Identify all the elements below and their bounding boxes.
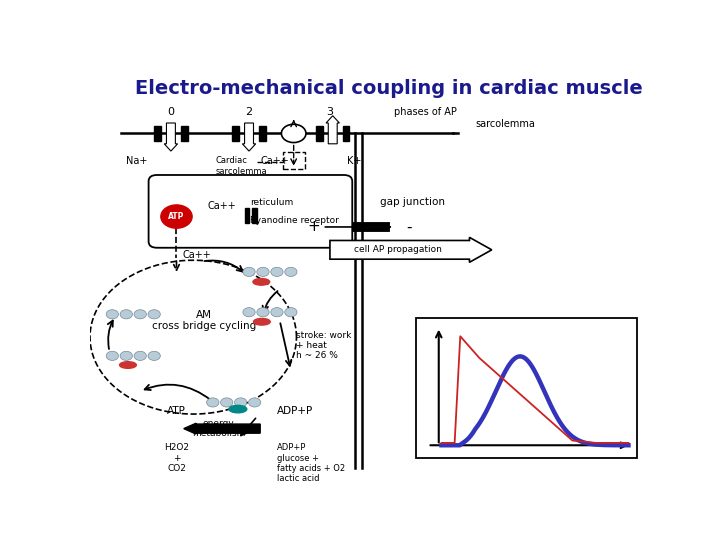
Bar: [245, 207, 249, 224]
Circle shape: [243, 308, 255, 317]
Circle shape: [284, 308, 297, 317]
Circle shape: [148, 310, 161, 319]
Text: Ryanodine receptor: Ryanodine receptor: [251, 216, 339, 225]
Text: Ca++: Ca++: [207, 201, 236, 211]
Text: 2: 2: [246, 107, 253, 117]
Bar: [233, 125, 239, 141]
Text: Cardiac
sarcolemma: Cardiac sarcolemma: [215, 156, 267, 176]
Bar: [154, 125, 161, 141]
Ellipse shape: [229, 406, 247, 413]
Text: K+: K+: [347, 156, 361, 166]
Circle shape: [271, 308, 283, 317]
Text: stroke: work
+ heat
h ~ 26 %: stroke: work + heat h ~ 26 %: [297, 330, 352, 360]
Ellipse shape: [253, 279, 270, 285]
Text: ADP+P: ADP+P: [277, 406, 313, 416]
Text: ATP: ATP: [168, 212, 184, 221]
Circle shape: [148, 352, 161, 360]
Circle shape: [120, 310, 132, 319]
Circle shape: [284, 267, 297, 276]
Text: cell AP propagation: cell AP propagation: [354, 245, 441, 254]
Text: energy
metabolism: energy metabolism: [192, 419, 245, 438]
FancyBboxPatch shape: [148, 175, 352, 248]
FancyArrow shape: [330, 238, 492, 262]
Text: Na+: Na+: [126, 156, 148, 166]
Bar: [282, 152, 305, 168]
Circle shape: [134, 310, 146, 319]
Circle shape: [207, 398, 219, 407]
Text: ADP+P
glucose +
fatty acids + O2
lactic acid: ADP+P glucose + fatty acids + O2 lactic …: [277, 443, 345, 483]
Bar: [343, 125, 349, 141]
Circle shape: [106, 310, 119, 319]
Text: Ca++: Ca++: [182, 250, 211, 260]
Circle shape: [257, 308, 269, 317]
Circle shape: [235, 398, 247, 407]
Bar: [181, 125, 188, 141]
Text: phases of AP: phases of AP: [394, 107, 457, 117]
Circle shape: [220, 398, 233, 407]
Text: -: -: [406, 219, 412, 234]
Text: sarcolemma: sarcolemma: [475, 119, 535, 129]
Circle shape: [243, 267, 255, 276]
Text: Electro-mechanical coupling in cardiac muscle: Electro-mechanical coupling in cardiac m…: [135, 79, 642, 98]
Bar: [259, 125, 266, 141]
Text: Ca++: Ca++: [260, 156, 289, 166]
FancyArrow shape: [243, 123, 256, 151]
Text: +: +: [307, 219, 320, 234]
Circle shape: [271, 267, 283, 276]
FancyArrow shape: [164, 123, 178, 151]
Bar: [416, 319, 637, 458]
Ellipse shape: [253, 319, 270, 325]
FancyArrow shape: [326, 116, 339, 144]
Circle shape: [282, 124, 306, 143]
Text: ATP: ATP: [167, 406, 186, 416]
Circle shape: [106, 352, 119, 360]
Bar: [252, 207, 256, 224]
Text: reticulum: reticulum: [251, 198, 294, 207]
Text: 0: 0: [168, 107, 174, 117]
FancyArrow shape: [184, 423, 260, 434]
Bar: [316, 125, 323, 141]
Text: 3: 3: [326, 107, 333, 117]
Text: AM
cross bridge cycling: AM cross bridge cycling: [152, 310, 256, 332]
Circle shape: [257, 267, 269, 276]
Circle shape: [134, 352, 146, 360]
Circle shape: [120, 352, 132, 360]
Circle shape: [248, 398, 261, 407]
Text: gap junction: gap junction: [380, 197, 445, 207]
Text: H2O2
+
CO2: H2O2 + CO2: [164, 443, 189, 473]
Circle shape: [161, 205, 192, 228]
Ellipse shape: [120, 362, 136, 368]
